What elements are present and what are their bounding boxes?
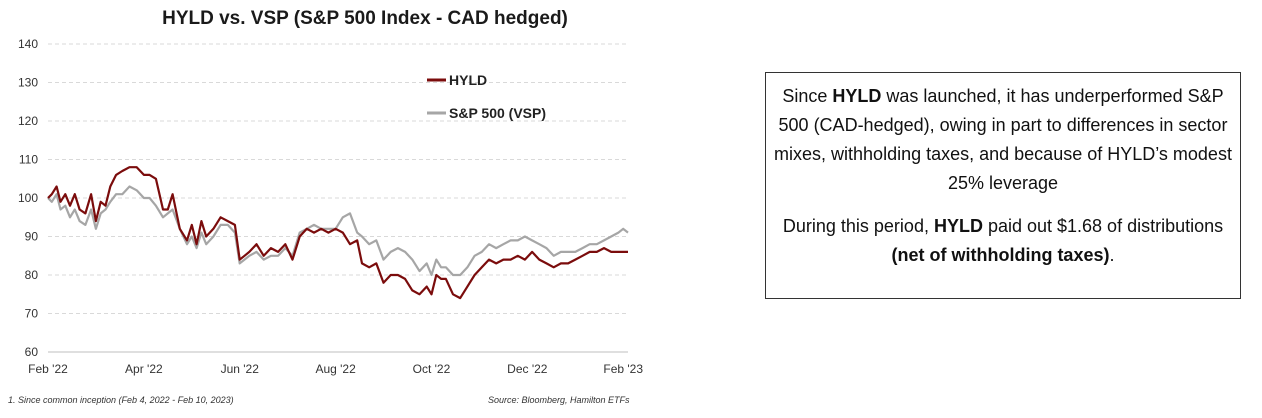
- x-tick-label: Aug '22: [315, 362, 356, 376]
- y-tick-label: 70: [25, 307, 39, 321]
- x-tick-label: Feb '22: [28, 362, 68, 376]
- y-tick-label: 110: [19, 153, 38, 167]
- y-tick-label: 120: [18, 114, 38, 128]
- commentary-box: Since HYLD was launched, it has underper…: [765, 72, 1241, 299]
- x-tick-label: Jun '22: [221, 362, 260, 376]
- commentary-paragraph-1: Since HYLD was launched, it has underper…: [766, 82, 1240, 198]
- commentary-emphasis: HYLD: [933, 216, 983, 236]
- x-tick-label: Apr '22: [125, 362, 163, 376]
- commentary-text: During this period,: [782, 216, 934, 236]
- chart-title: HYLD vs. VSP (S&P 500 Index - CAD hedged…: [162, 8, 568, 29]
- x-tick-label: Oct '22: [413, 362, 451, 376]
- y-tick-label: 100: [18, 191, 38, 205]
- y-tick-label: 140: [18, 37, 38, 51]
- y-tick-label: 80: [25, 268, 39, 282]
- x-tick-label: Feb '23: [603, 362, 643, 376]
- series-line-s-p-500-vsp: [47, 185, 629, 277]
- line-chart: 60 70 80 90 100 110 120 130 140 Feb '22 Apr '22 Jun…: [18, 37, 643, 376]
- commentary-emphasis: (net of withholding taxes): [891, 245, 1110, 265]
- y-tick-label: 90: [25, 230, 39, 244]
- source-note: Source: Bloomberg, Hamilton ETFs: [488, 395, 630, 405]
- commentary-text: was launched, it has underperformed S&P …: [774, 86, 1232, 193]
- legend-label: S&P 500 (VSP): [449, 105, 546, 121]
- legend-label: HYLD: [449, 72, 487, 88]
- commentary-emphasis: HYLD: [832, 86, 882, 106]
- commentary-text: .: [1109, 245, 1115, 265]
- y-tick-label: 130: [18, 76, 38, 90]
- footnote: 1. Since common inception (Feb 4, 2022 -…: [8, 395, 234, 405]
- series-line-hyld: [47, 166, 628, 300]
- x-tick-label: Dec '22: [507, 362, 548, 376]
- commentary-text: Since: [782, 86, 833, 106]
- commentary-text: paid out $1.68 of distributions: [982, 216, 1224, 236]
- commentary-paragraph-2: During this period, HYLD paid out $1.68 …: [766, 212, 1240, 270]
- y-tick-label: 60: [25, 345, 39, 359]
- chart-panel: HYLD vs. VSP (S&P 500 Index - CAD hedged…: [8, 8, 643, 405]
